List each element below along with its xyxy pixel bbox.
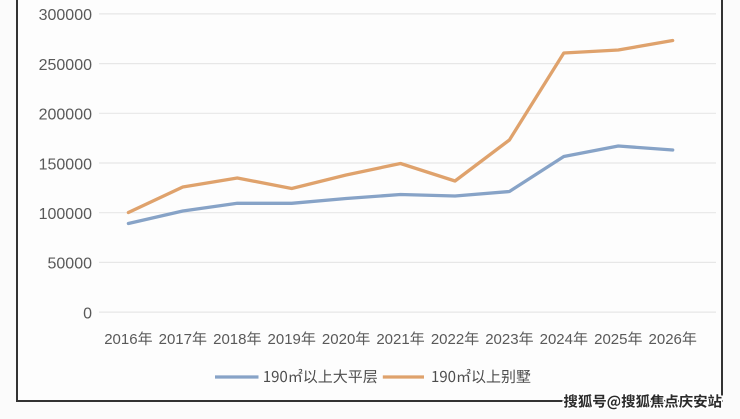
svg-text:2025: 2025 (594, 331, 627, 348)
svg-text:2021: 2021 (376, 331, 409, 348)
svg-text:100000: 100000 (39, 206, 92, 223)
svg-text:150000: 150000 (39, 156, 92, 173)
svg-text:2023: 2023 (485, 331, 518, 348)
svg-text:50000: 50000 (48, 256, 93, 273)
svg-text:0: 0 (83, 305, 92, 322)
svg-text:2022: 2022 (431, 331, 464, 348)
svg-text:2020: 2020 (322, 331, 355, 348)
svg-text:2016: 2016 (104, 331, 137, 348)
svg-text:2018: 2018 (213, 331, 246, 348)
svg-text:2019: 2019 (268, 331, 301, 348)
svg-text:200000: 200000 (39, 107, 92, 124)
svg-text:2017: 2017 (159, 331, 192, 348)
svg-text:2026: 2026 (649, 331, 682, 348)
svg-text:250000: 250000 (39, 57, 92, 74)
svg-text:300000: 300000 (39, 7, 92, 24)
svg-text:2024: 2024 (540, 331, 573, 348)
